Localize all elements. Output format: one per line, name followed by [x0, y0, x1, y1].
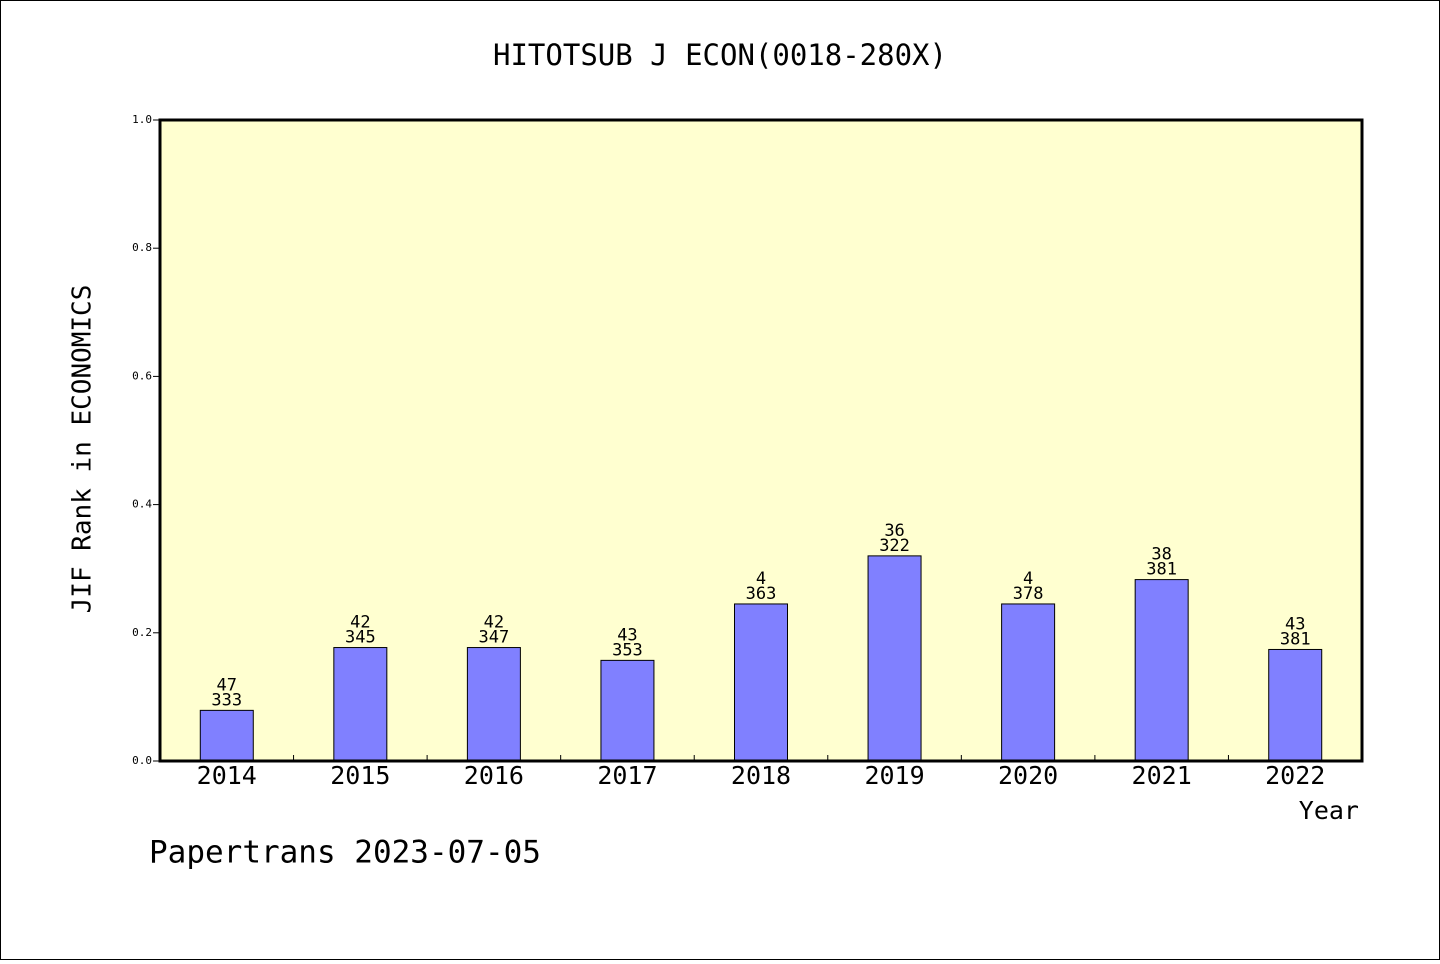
- bar-2015: [333, 647, 388, 762]
- y-axis-label: JIF Rank in ECONOMICS: [68, 285, 98, 614]
- bar-2014: [199, 709, 254, 762]
- bar-2020: [1001, 603, 1056, 762]
- y-tick-label: 0.8: [132, 241, 152, 254]
- x-tick-label: 2020: [998, 761, 1058, 790]
- x-tick-label: 2021: [1132, 761, 1192, 790]
- bar-label-rank: 43: [1285, 614, 1305, 634]
- plot-border: [158, 118, 1364, 763]
- x-tick-label: 2019: [864, 761, 924, 790]
- bar-label-total: 353: [612, 640, 643, 660]
- x-tick-label: 2014: [197, 761, 257, 790]
- x-tick-label: 2017: [597, 761, 657, 790]
- bar-2022: [1268, 648, 1323, 762]
- x-tick-label: 2016: [464, 761, 524, 790]
- bar-label-rank: 4: [756, 569, 766, 589]
- bar-label-rank: 43: [617, 625, 637, 645]
- y-tick-label: 0.0: [132, 754, 152, 767]
- bar-label-total: 381: [1280, 629, 1311, 649]
- chart-title: HITOTSUB J ECON(0018-280X): [493, 38, 947, 72]
- bar-label-total: 333: [211, 690, 242, 710]
- y-tick-label: 0.4: [132, 498, 152, 511]
- y-tick-label: 0.6: [132, 369, 152, 382]
- bar-2021: [1134, 579, 1189, 762]
- y-tick-label: 0.2: [132, 626, 152, 639]
- bar-label-rank: 36: [884, 521, 904, 541]
- bar-label-total: 381: [1146, 560, 1177, 580]
- bar-label-total: 347: [479, 628, 510, 648]
- bar-label-total: 378: [1013, 584, 1044, 604]
- bar-2016: [466, 647, 521, 762]
- footer-text: Papertrans 2023-07-05: [149, 835, 541, 871]
- bar-label-total: 363: [746, 584, 777, 604]
- bar-label-total: 345: [345, 628, 376, 648]
- bar-label-rank: 4: [1023, 569, 1033, 589]
- bar-label-total: 322: [879, 536, 910, 556]
- bar-2018: [734, 603, 788, 762]
- bar-label-rank: 42: [350, 613, 370, 633]
- bar-2019: [867, 555, 922, 762]
- x-tick-label: 2022: [1265, 761, 1325, 790]
- x-tick-label: 2015: [330, 761, 390, 790]
- bar-label-rank: 38: [1151, 545, 1171, 565]
- bar-2017: [600, 659, 655, 762]
- x-axis-label: Year: [1299, 796, 1359, 825]
- bar-label-rank: 42: [484, 613, 504, 633]
- x-tick-label: 2018: [731, 761, 791, 790]
- y-tick-label: 1.0: [132, 113, 152, 126]
- bar-label-rank: 47: [217, 675, 237, 695]
